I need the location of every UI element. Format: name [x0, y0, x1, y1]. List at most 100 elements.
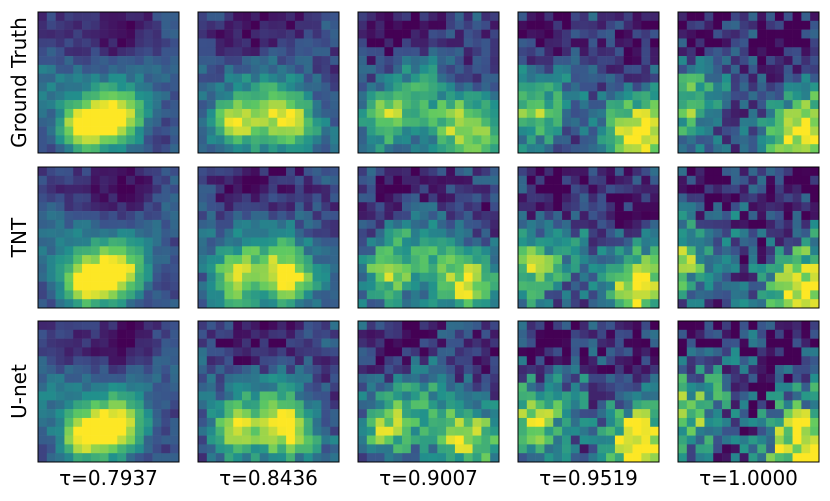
- heatmap-cell: [215, 382, 225, 392]
- heatmap-panel: [518, 167, 660, 309]
- heatmap-cell: [606, 329, 616, 339]
- heatmap-cell: [152, 365, 162, 375]
- heatmap-cell: [410, 117, 420, 127]
- heatmap-cell: [46, 175, 56, 185]
- heatmap-cell: [108, 281, 118, 291]
- heatmap-cell: [801, 167, 811, 177]
- heatmap-cell: [198, 365, 208, 375]
- heatmap-cell: [490, 12, 500, 22]
- heatmap-cell: [108, 12, 118, 22]
- heatmap-cell: [454, 12, 465, 22]
- heatmap-cell: [526, 356, 536, 366]
- heatmap-cell: [419, 12, 429, 22]
- heatmap-cell: [650, 365, 660, 375]
- heatmap-cell: [481, 281, 491, 291]
- heatmap-cell: [713, 321, 723, 331]
- heatmap-cell: [259, 290, 269, 300]
- heatmap-cell: [402, 228, 412, 238]
- heatmap-cell: [250, 290, 260, 300]
- heatmap-cell: [704, 453, 714, 463]
- heatmap-cell: [774, 12, 785, 22]
- heatmap-cell: [570, 193, 580, 203]
- heatmap-cell: [358, 299, 368, 309]
- heatmap-cell: [713, 255, 723, 265]
- heatmap-cell: [410, 135, 420, 145]
- heatmap-cell: [46, 202, 56, 212]
- heatmap-cell: [143, 117, 153, 127]
- heatmap-cell: [358, 144, 368, 154]
- heatmap-cell: [55, 167, 65, 177]
- heatmap-cell: [321, 202, 331, 212]
- heatmap-cell: [90, 211, 100, 221]
- heatmap-cell: [143, 73, 153, 83]
- heatmap-cell: [588, 56, 598, 66]
- heatmap-cell: [588, 126, 598, 136]
- heatmap-cell: [224, 167, 234, 177]
- heatmap-cell: [152, 281, 162, 291]
- heatmap-cell: [695, 272, 705, 282]
- heatmap-cell: [90, 135, 100, 145]
- heatmap-cell: [233, 193, 243, 203]
- heatmap-cell: [46, 167, 56, 177]
- heatmap-cell: [553, 391, 563, 401]
- heatmap-cell: [170, 255, 180, 265]
- heatmap-cell: [330, 56, 340, 66]
- heatmap-cell: [606, 38, 616, 48]
- heatmap-cell: [64, 373, 74, 383]
- heatmap-cell: [544, 144, 554, 154]
- heatmap-cell: [783, 237, 793, 247]
- heatmap-cell: [38, 29, 48, 39]
- heatmap-cell: [117, 338, 127, 348]
- heatmap-cell: [330, 329, 340, 339]
- heatmap-cell: [641, 193, 651, 203]
- heatmap-cell: [277, 255, 287, 265]
- heatmap-cell: [134, 246, 145, 256]
- heatmap-cell: [206, 356, 216, 366]
- heatmap-cell: [55, 246, 65, 256]
- heatmap-cell: [73, 211, 83, 221]
- heatmap-cell: [801, 100, 811, 110]
- heatmap-cell: [224, 453, 234, 463]
- heatmap-cell: [562, 91, 572, 101]
- heatmap-cell: [606, 29, 616, 39]
- heatmap-cell: [55, 263, 65, 274]
- heatmap-cell: [268, 100, 278, 110]
- heatmap-cell: [713, 373, 723, 383]
- heatmap-cell: [321, 347, 331, 357]
- heatmap-cell: [730, 126, 740, 136]
- heatmap-cell: [650, 263, 660, 274]
- heatmap-cell: [198, 219, 208, 229]
- heatmap-cell: [215, 20, 225, 30]
- heatmap-cell: [428, 272, 438, 282]
- heatmap-cell: [73, 108, 83, 119]
- heatmap-cell: [641, 228, 651, 238]
- heatmap-cell: [562, 329, 572, 339]
- heatmap-cell: [606, 400, 616, 410]
- heatmap-cell: [641, 135, 651, 145]
- heatmap-cell: [597, 299, 607, 309]
- heatmap-cell: [64, 263, 74, 274]
- heatmap-panel: [518, 12, 660, 154]
- heatmap-cell: [783, 167, 793, 177]
- heatmap-cell: [774, 382, 785, 392]
- heatmap-cell: [544, 108, 554, 119]
- heatmap-cell: [170, 347, 180, 357]
- heatmap-cell: [134, 435, 145, 445]
- heatmap-cell: [713, 193, 723, 203]
- heatmap-cell: [117, 91, 127, 101]
- heatmap-cell: [810, 228, 820, 238]
- heatmap-cell: [686, 29, 696, 39]
- heatmap-cell: [375, 365, 385, 375]
- heatmap-cell: [82, 228, 92, 238]
- heatmap-cell: [446, 91, 456, 101]
- heatmap-cell: [463, 108, 473, 119]
- heatmap-cell: [82, 64, 92, 74]
- heatmap-cell: [518, 184, 528, 194]
- heatmap-cell: [614, 202, 625, 212]
- heatmap-cell: [303, 426, 313, 436]
- heatmap-cell: [641, 347, 651, 357]
- heatmap-cell: [108, 453, 118, 463]
- heatmap-cell: [277, 193, 287, 203]
- heatmap-cell: [490, 202, 500, 212]
- heatmap-cell: [250, 255, 260, 265]
